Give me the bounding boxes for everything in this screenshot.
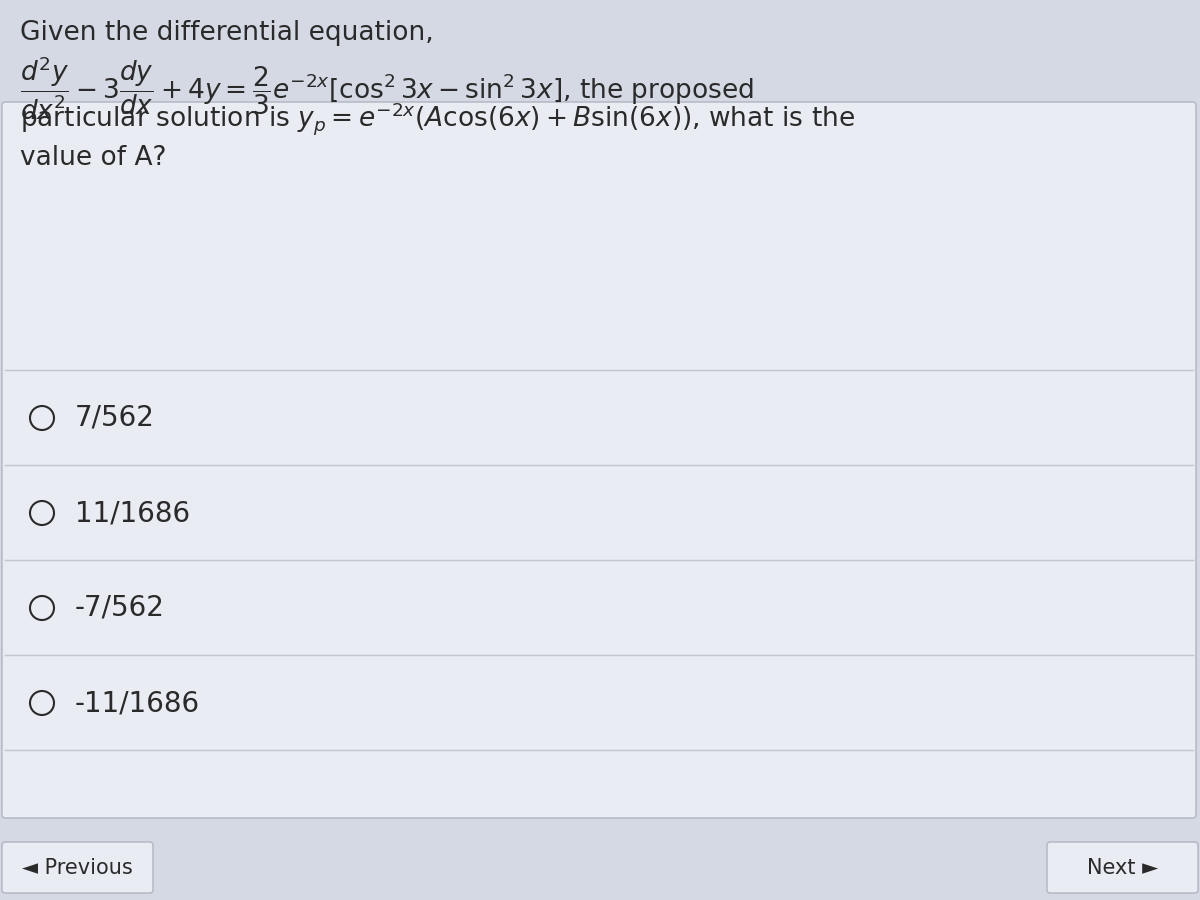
Text: -7/562: -7/562 bbox=[74, 594, 164, 622]
FancyBboxPatch shape bbox=[2, 842, 154, 893]
Text: ◄ Previous: ◄ Previous bbox=[22, 858, 133, 878]
Text: 7/562: 7/562 bbox=[74, 404, 155, 432]
Text: Next ►: Next ► bbox=[1087, 858, 1158, 878]
FancyBboxPatch shape bbox=[2, 102, 1196, 818]
Text: 11/1686: 11/1686 bbox=[74, 499, 190, 527]
Text: Given the differential equation,: Given the differential equation, bbox=[20, 20, 433, 46]
Text: particular solution is $y_p = e^{-2x}\left(A\cos(6x) + B\sin(6x)\right)$, what i: particular solution is $y_p = e^{-2x}\le… bbox=[20, 100, 854, 137]
Text: value of A?: value of A? bbox=[20, 145, 167, 171]
FancyBboxPatch shape bbox=[1046, 842, 1198, 893]
Text: -11/1686: -11/1686 bbox=[74, 689, 200, 717]
Text: $\dfrac{d^2y}{dx^2} - 3\dfrac{dy}{dx} + 4y = \dfrac{2}{3}e^{-2x}\left[\cos^2 3x : $\dfrac{d^2y}{dx^2} - 3\dfrac{dy}{dx} + … bbox=[20, 55, 754, 122]
